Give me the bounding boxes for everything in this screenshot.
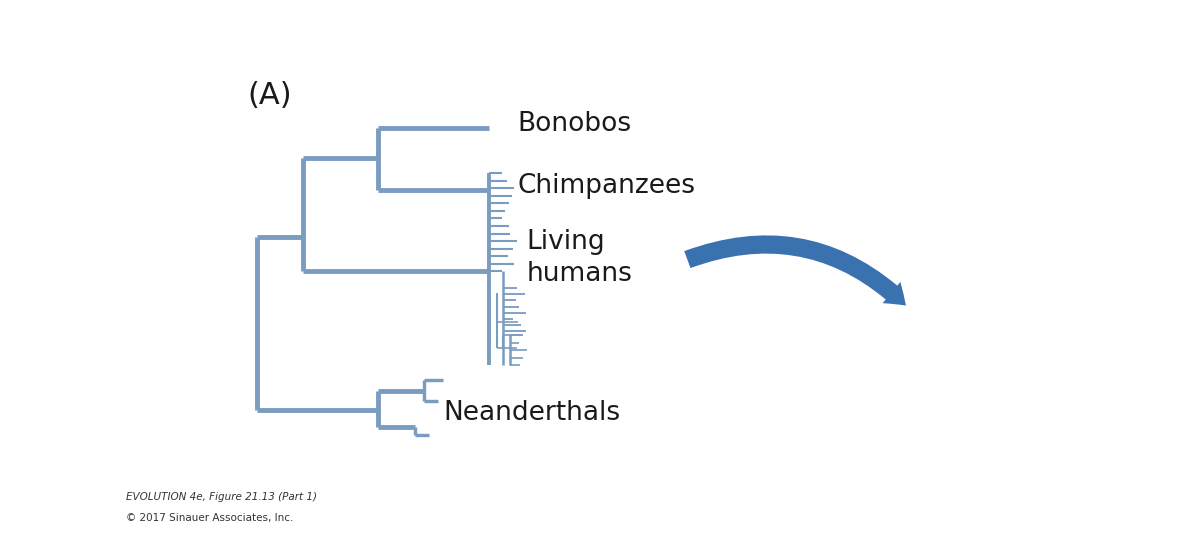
Text: Bonobos: Bonobos	[517, 111, 631, 137]
Text: Living
humans: Living humans	[527, 229, 632, 288]
Text: © 2017 Sinauer Associates, Inc.: © 2017 Sinauer Associates, Inc.	[126, 513, 293, 523]
Text: (A): (A)	[247, 81, 293, 110]
Text: EVOLUTION 4e, Figure 21.13 (Part 1): EVOLUTION 4e, Figure 21.13 (Part 1)	[126, 492, 317, 502]
Text: Chimpanzees: Chimpanzees	[517, 173, 695, 199]
Text: Neanderthals: Neanderthals	[443, 400, 620, 426]
FancyArrowPatch shape	[684, 235, 906, 306]
